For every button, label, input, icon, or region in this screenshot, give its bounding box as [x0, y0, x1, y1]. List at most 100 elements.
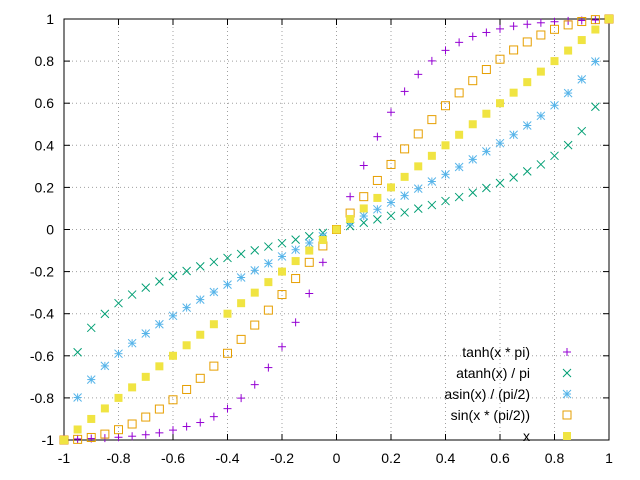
y-tick-label: -0.6 — [30, 348, 54, 364]
data-point — [223, 253, 232, 263]
data-point — [223, 348, 232, 358]
data-point — [346, 192, 355, 201]
y-tick-label: 0.6 — [35, 95, 55, 111]
data-point — [373, 204, 382, 214]
data-point — [209, 361, 219, 371]
x-tick-label: 0.4 — [436, 450, 456, 466]
data-point — [564, 46, 573, 55]
data-point — [400, 87, 409, 96]
data-point — [373, 215, 382, 224]
data-point — [305, 289, 314, 298]
axis-ticks: -1 -0.8 -0.6 -0.4 -0.2 0 0.2 0.4 0.6 0.8 1 -1 -0.8 -0… — [30, 11, 613, 466]
data-point — [373, 193, 382, 202]
data-point — [495, 54, 505, 64]
legend-entry: tanh(x * pi) — [462, 344, 571, 360]
y-tick-label: -0.8 — [30, 390, 54, 406]
data-point — [127, 290, 137, 299]
data-point — [536, 30, 546, 40]
x-tick-label: -0.8 — [106, 450, 130, 466]
data-point — [73, 347, 82, 357]
data-point — [209, 320, 218, 329]
data-point — [577, 75, 587, 84]
data-point — [264, 259, 273, 268]
data-point — [141, 412, 151, 422]
data-point — [196, 418, 205, 427]
data-point — [182, 303, 191, 312]
data-point — [522, 167, 532, 176]
data-point — [128, 383, 137, 392]
y-tick-label: 0 — [46, 222, 54, 238]
data-point — [318, 236, 327, 245]
data-point — [495, 178, 505, 188]
x-tick-label: 0 — [333, 450, 341, 466]
y-tick-label: 0.2 — [35, 179, 55, 195]
data-point — [73, 425, 82, 434]
data-point — [591, 57, 600, 66]
legend-marker — [562, 389, 572, 399]
legend-label: asin(x) / (pi/2) — [444, 386, 530, 402]
data-point — [86, 323, 96, 333]
data-point — [141, 430, 150, 439]
data-point — [114, 433, 123, 442]
data-point — [73, 434, 83, 444]
data-point — [127, 338, 137, 348]
legend-marker — [563, 432, 571, 440]
data-point — [141, 372, 150, 381]
data-point — [264, 363, 273, 372]
data-point — [468, 32, 477, 41]
data-point — [495, 138, 505, 148]
data-point — [278, 342, 286, 351]
y-tick-label: -1 — [42, 432, 55, 448]
data-point — [387, 183, 395, 192]
data-point — [509, 130, 518, 140]
data-point — [141, 329, 151, 338]
data-point — [441, 196, 450, 206]
data-point — [87, 414, 96, 423]
data-point — [100, 309, 110, 319]
data-point — [223, 280, 232, 290]
data-point — [236, 334, 246, 344]
data-point — [441, 169, 450, 179]
data-point — [522, 37, 532, 47]
data-point — [509, 88, 518, 97]
data-point — [468, 155, 478, 164]
data-point — [182, 422, 191, 431]
data-point — [359, 211, 369, 221]
data-point — [100, 404, 109, 413]
data-point — [468, 188, 478, 198]
y-tick-label: -0.2 — [30, 264, 54, 280]
data-point — [577, 126, 587, 136]
legend-label: tanh(x * pi) — [462, 344, 530, 360]
data-point — [523, 78, 532, 87]
data-point — [332, 225, 341, 234]
y-tick-label: 0.8 — [35, 53, 55, 69]
data-point — [291, 318, 300, 327]
data-point — [168, 311, 178, 321]
legend: tanh(x * pi) atanh(x) / pi asin(x) / (pi/2… — [444, 344, 572, 444]
data-point — [250, 380, 259, 389]
data-point — [304, 231, 314, 241]
data-point — [154, 404, 164, 414]
data-point — [305, 246, 314, 255]
data-point — [73, 434, 82, 443]
data-point — [577, 36, 586, 45]
y-tick-label: 0.4 — [35, 137, 55, 153]
legend-entry: x — [523, 428, 571, 444]
data-point — [359, 204, 368, 213]
data-point — [236, 249, 246, 259]
data-point — [359, 161, 368, 170]
data-point — [278, 267, 286, 276]
data-point — [427, 200, 437, 210]
data-point — [182, 384, 192, 394]
data-point — [454, 88, 464, 98]
series-1 — [73, 102, 600, 357]
data-point — [413, 204, 423, 214]
data-point — [100, 429, 110, 439]
data-point — [455, 38, 464, 47]
data-point — [563, 88, 573, 98]
data-point — [496, 24, 504, 33]
data-point — [509, 22, 518, 31]
data-point — [605, 15, 613, 23]
data-point — [441, 46, 450, 55]
